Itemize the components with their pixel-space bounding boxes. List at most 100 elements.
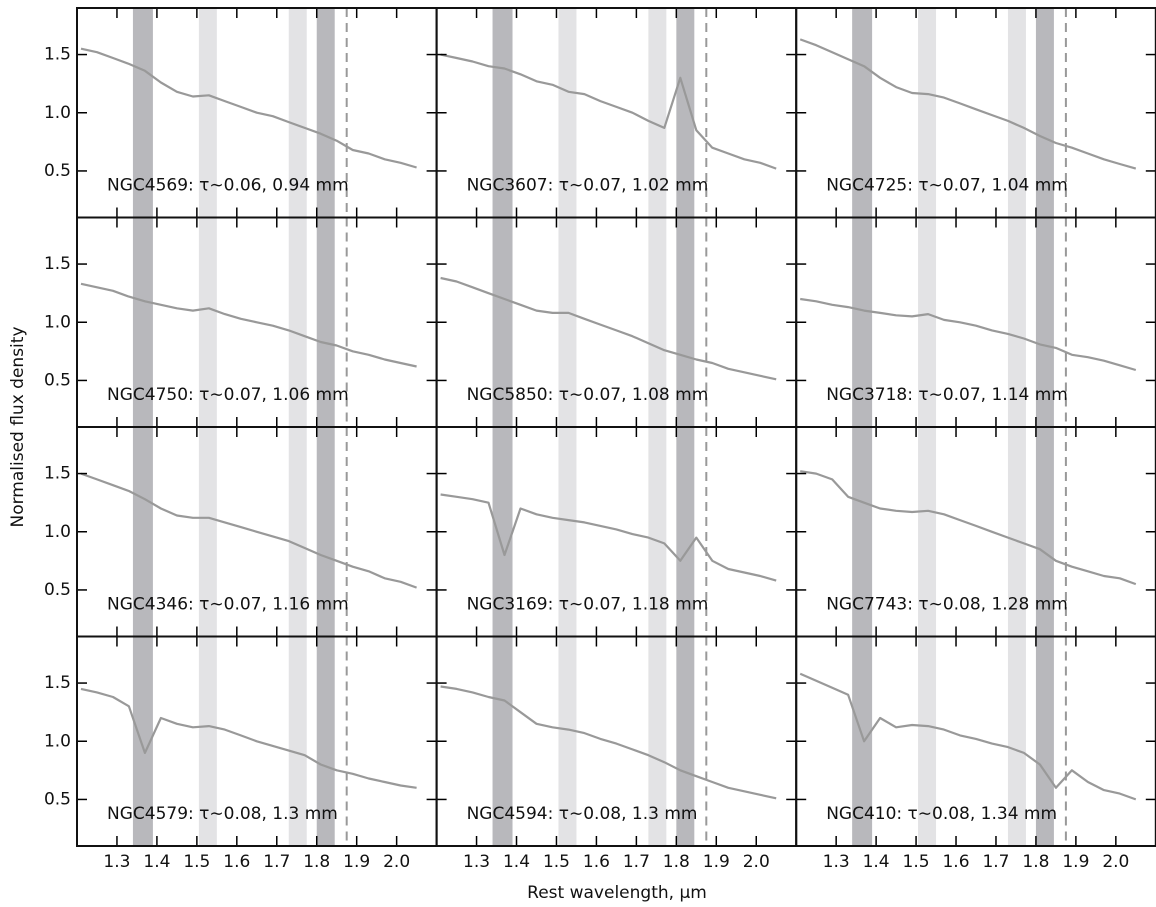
x-tick-label: 1.7 <box>982 852 1009 872</box>
y-tick-label: 0.5 <box>44 161 71 181</box>
y-tick-label: 1.0 <box>44 522 71 542</box>
band <box>316 636 335 846</box>
band <box>852 427 873 637</box>
band <box>1007 636 1026 846</box>
y-tick-label: 1.0 <box>44 312 71 332</box>
band <box>132 636 153 846</box>
band <box>198 8 217 218</box>
band <box>316 8 335 218</box>
band <box>288 217 307 427</box>
band <box>1007 427 1026 637</box>
x-tick-label: 1.4 <box>143 852 170 872</box>
annotation: NGC3169: τ∼0.07, 1.18 mm <box>467 595 709 615</box>
annotation: NGC7743: τ∼0.08, 1.28 mm <box>826 595 1068 615</box>
band <box>288 8 307 218</box>
band <box>676 8 695 218</box>
x-tick-label: 1.4 <box>503 852 530 872</box>
band <box>492 427 513 637</box>
y-tick-label: 1.5 <box>44 45 71 65</box>
x-tick-label: 1.3 <box>463 852 490 872</box>
band <box>852 8 873 218</box>
spectrum-line <box>80 47 417 169</box>
x-tick-label: 1.8 <box>663 852 690 872</box>
band <box>288 427 307 637</box>
spectrum-line <box>440 493 777 582</box>
x-tick-label: 1.3 <box>103 852 130 872</box>
band <box>648 8 667 218</box>
x-tick-label: 1.5 <box>183 852 210 872</box>
band <box>198 636 217 846</box>
band <box>558 636 577 846</box>
annotation: NGC4725: τ∼0.07, 1.04 mm <box>826 176 1068 196</box>
y-axis-label: Normalised flux density <box>8 326 28 527</box>
band <box>676 636 695 846</box>
band <box>288 636 307 846</box>
band <box>1007 217 1026 427</box>
annotation: NGC410: τ∼0.08, 1.34 mm <box>826 804 1057 824</box>
band <box>132 8 153 218</box>
spectrum-line <box>799 38 1137 170</box>
y-tick-label: 1.0 <box>44 103 71 123</box>
x-tick-label: 1.5 <box>543 852 570 872</box>
annotation: NGC4750: τ∼0.07, 1.06 mm <box>107 385 349 405</box>
spectrum-line <box>440 53 777 170</box>
y-tick-label: 0.5 <box>44 789 71 809</box>
band <box>918 217 937 427</box>
band <box>132 217 153 427</box>
band <box>1035 427 1054 637</box>
band <box>198 217 217 427</box>
annotation: NGC5850: τ∼0.07, 1.08 mm <box>467 385 709 405</box>
x-tick-label: 1.7 <box>263 852 290 872</box>
band <box>1035 217 1054 427</box>
band <box>1035 8 1054 218</box>
x-tick-label: 1.3 <box>823 852 850 872</box>
annotation: NGC3718: τ∼0.07, 1.14 mm <box>826 385 1068 405</box>
x-axis-label: Rest wavelength, μm <box>527 883 707 903</box>
band <box>676 217 695 427</box>
band <box>316 217 335 427</box>
x-tick-label: 2.0 <box>1102 852 1129 872</box>
band <box>492 217 513 427</box>
spectrum-line <box>800 297 1137 372</box>
x-tick-label: 1.9 <box>343 852 370 872</box>
band <box>648 217 667 427</box>
band <box>918 427 937 637</box>
band <box>132 427 153 637</box>
band <box>918 636 937 846</box>
x-tick-label: 1.5 <box>903 852 930 872</box>
band <box>852 217 873 427</box>
x-tick-label: 1.8 <box>303 852 330 872</box>
band <box>1007 8 1026 218</box>
band <box>676 427 695 637</box>
band <box>648 636 667 846</box>
y-tick-label: 1.5 <box>44 464 71 484</box>
band <box>492 636 513 846</box>
x-tick-label: 2.0 <box>743 852 770 872</box>
spectrum-line <box>80 282 417 368</box>
band <box>852 636 873 846</box>
band <box>558 217 577 427</box>
band <box>558 427 577 637</box>
y-tick-label: 0.5 <box>44 580 71 600</box>
spectrum-line <box>80 687 417 789</box>
annotation: NGC4569: τ∼0.06, 0.94 mm <box>107 176 349 196</box>
x-tick-label: 1.7 <box>623 852 650 872</box>
spectrum-line <box>440 685 777 800</box>
x-tick-label: 1.6 <box>583 852 610 872</box>
y-tick-label: 0.5 <box>44 370 71 390</box>
y-tick-label: 1.0 <box>44 731 71 751</box>
y-tick-label: 1.5 <box>44 254 71 274</box>
x-tick-label: 1.6 <box>942 852 969 872</box>
annotation: NGC4579: τ∼0.08, 1.3 mm <box>107 804 338 824</box>
annotation: NGC4346: τ∼0.07, 1.16 mm <box>107 595 349 615</box>
band <box>1035 636 1054 846</box>
band <box>648 427 667 637</box>
spectrum-line <box>440 276 777 381</box>
spectrum-line <box>80 472 417 589</box>
annotation: NGC4594: τ∼0.08, 1.3 mm <box>467 804 698 824</box>
spectrum-line <box>799 672 1137 801</box>
band <box>918 8 937 218</box>
band <box>492 8 513 218</box>
band <box>198 427 217 637</box>
